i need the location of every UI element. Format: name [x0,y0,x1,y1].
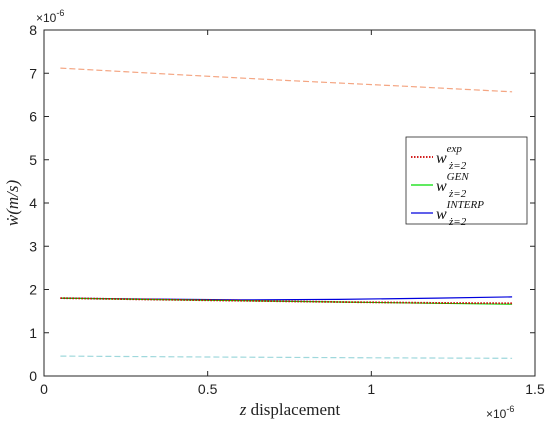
x-exponent-label: ×10-6 [486,404,514,421]
x-tick-label: 1 [367,381,375,397]
y-tick-label: 5 [29,152,37,168]
y-tick-label: 4 [29,195,37,211]
legend-box [405,136,528,225]
y-exponent-label: ×10-6 [36,8,64,25]
y-tick-label: 8 [29,22,37,38]
y-tick-label: 1 [29,325,37,341]
y-tick-label: 3 [29,238,37,254]
legend-label-exp: wexp ż=2 [436,143,467,172]
y-tick-label: 2 [29,282,37,298]
ticks-layer: 0 0.5 1 1.5 0 1 2 3 4 5 6 7 8 [29,22,545,397]
legend-label-interp: wINTERP ż=2 [436,199,484,228]
legend-label-gen: wGEN ż=2 [436,171,469,200]
y-axis-label: ẇ(m/s) [3,180,22,227]
series-line-upper [60,67,513,93]
y-tick-label: 0 [29,368,37,384]
x-tick-label: 1.5 [525,381,545,397]
x-tick-label: 0.5 [198,381,218,397]
series-layer [60,67,513,359]
x-axis-label: z displacement [239,400,341,419]
series-line-lower [60,355,513,359]
series-line-exp [60,297,513,305]
y-tick-label: 6 [29,109,37,125]
y-tick-label: 7 [29,65,37,81]
x-tick-label: 0 [40,381,48,397]
